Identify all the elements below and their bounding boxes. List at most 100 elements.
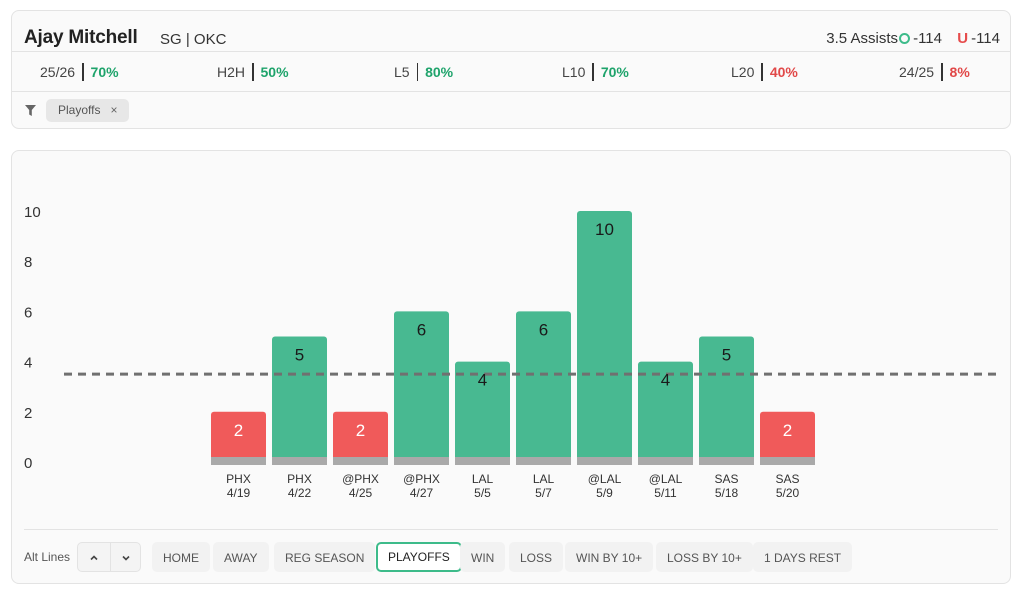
hit-rate-h2h: H2H 50%: [217, 63, 289, 81]
bar-value-label: 4: [661, 371, 670, 390]
x-date-label: 5/5: [474, 486, 491, 500]
hit-rate-value: 40%: [769, 64, 798, 80]
bar-base: [394, 457, 449, 465]
separator: [252, 63, 254, 81]
x-date-label: 4/25: [349, 486, 373, 500]
bar-value-label: 10: [595, 220, 614, 239]
chevron-up-icon[interactable]: [78, 543, 109, 571]
bar: [211, 411, 266, 464]
close-icon[interactable]: ×: [110, 103, 118, 117]
y-tick-label: 6: [24, 304, 32, 321]
bar-base: [211, 457, 266, 465]
x-date-label: 5/20: [776, 486, 800, 500]
x-opponent-label: @LAL: [588, 472, 622, 486]
x-opponent-label: @PHX: [342, 472, 379, 486]
hit-rate-value: 80%: [425, 64, 454, 80]
bar-base: [699, 457, 754, 465]
separator: [82, 63, 84, 81]
hit-rate-value: 8%: [949, 64, 970, 80]
y-tick-label: 0: [24, 455, 32, 472]
x-date-label: 4/22: [288, 486, 312, 500]
x-date-label: 5/18: [715, 486, 739, 500]
bar: [333, 411, 388, 464]
alt-lines-stepper[interactable]: [77, 542, 141, 572]
filter-loss-button[interactable]: LOSS: [509, 542, 564, 572]
bar-base: [577, 457, 632, 465]
filter-reg-season-button[interactable]: REG SEASON: [274, 542, 376, 572]
x-date-label: 5/9: [596, 486, 613, 500]
x-opponent-label: @PHX: [403, 472, 440, 486]
filter-playoffs-button[interactable]: PLAYOFFS: [376, 542, 462, 572]
x-date-label: 4/19: [227, 486, 251, 500]
y-tick-label: 2: [24, 405, 32, 422]
hit-rate-label: L5: [394, 64, 410, 80]
alt-lines-label: Alt Lines: [24, 550, 71, 564]
bar-base: [272, 457, 327, 465]
active-filters: Playoffs ×: [12, 91, 1010, 129]
bar: [272, 336, 327, 464]
filter-home-button[interactable]: HOME: [152, 542, 210, 572]
bar-value-label: 4: [478, 371, 487, 390]
hit-rate-value: 70%: [600, 64, 629, 80]
hit-rate-label: 24/25: [899, 64, 935, 80]
hit-rate-l20: L20 40%: [731, 63, 798, 81]
bar: [638, 361, 693, 464]
hit-rate-value: 70%: [90, 64, 119, 80]
x-date-label: 4/27: [410, 486, 434, 500]
filter-loss-by-10-button[interactable]: LOSS BY 10+: [656, 542, 753, 572]
over-circle-icon: [899, 33, 911, 44]
filter-win-button[interactable]: WIN: [460, 542, 506, 572]
under-odds[interactable]: U -114: [957, 30, 1000, 47]
prop-line: 3.5 Assists: [826, 30, 898, 47]
y-tick-label: 4: [24, 355, 32, 372]
hit-rate-l5: L5 80%: [394, 63, 453, 81]
x-opponent-label: LAL: [472, 472, 494, 486]
separator: [416, 63, 419, 81]
hit-rate-season: 25/26 70%: [40, 63, 119, 81]
hit-rate-last-season: 24/25 8%: [899, 63, 970, 81]
x-opponent-label: SAS: [714, 472, 738, 486]
separator: [941, 63, 943, 81]
bar: [455, 361, 510, 464]
bar: [760, 411, 815, 464]
divider: [12, 91, 1010, 92]
bar: [577, 211, 632, 464]
x-opponent-label: LAL: [533, 472, 555, 486]
hit-rate-l10: L10 70%: [562, 63, 629, 81]
player-summary-card: Ajay Mitchell SG | OKC 3.5 Assists -114 …: [11, 10, 1011, 129]
over-odds[interactable]: -114: [899, 30, 942, 47]
hit-rate-label: L20: [731, 64, 755, 80]
game-log-chart: 0246810PHX4/19PHX4/22@PHX4/25@PHX4/27LAL…: [24, 204, 998, 500]
chevron-down-icon[interactable]: [110, 543, 141, 571]
bar: [699, 336, 754, 464]
over-odds-value: -114: [913, 30, 942, 47]
under-letter-icon: U: [957, 30, 969, 47]
x-opponent-label: SAS: [775, 472, 799, 486]
bar-base: [638, 457, 693, 465]
player-position-team: SG | OKC: [160, 31, 227, 48]
game-log-chart-card: 0 2 4 6 8 10 PHX 4/19 PHX 4/22 @PHX 4/25 @PHX 4/27 LAL…: [11, 150, 1011, 584]
bar-base: [333, 457, 388, 465]
hit-rate-label: H2H: [217, 64, 246, 80]
y-tick-label: 8: [24, 254, 32, 271]
bar-value-label: 2: [234, 421, 243, 440]
under-odds-value: -114: [971, 30, 1000, 47]
player-header: Ajay Mitchell SG | OKC 3.5 Assists -114 …: [24, 19, 1000, 49]
bar-value-label: 6: [539, 320, 548, 339]
x-date-label: 5/7: [535, 486, 552, 500]
filter-win-by-10-button[interactable]: WIN BY 10+: [565, 542, 654, 572]
separator: [761, 63, 763, 81]
bar: [516, 311, 571, 464]
x-opponent-label: PHX: [287, 472, 312, 486]
hit-rate-label: L10: [562, 64, 586, 80]
divider: [24, 529, 998, 530]
bar: [394, 311, 449, 464]
filter-chip-playoffs[interactable]: Playoffs ×: [46, 99, 130, 122]
filter-away-button[interactable]: AWAY: [213, 542, 269, 572]
bar-value-label: 5: [295, 346, 304, 365]
x-opponent-label: @LAL: [649, 472, 683, 486]
divider: [12, 51, 1010, 52]
bar-value-label: 2: [783, 421, 792, 440]
bar-value-label: 5: [722, 346, 731, 365]
filter-days-rest-button[interactable]: 1 DAYS REST: [753, 542, 853, 572]
